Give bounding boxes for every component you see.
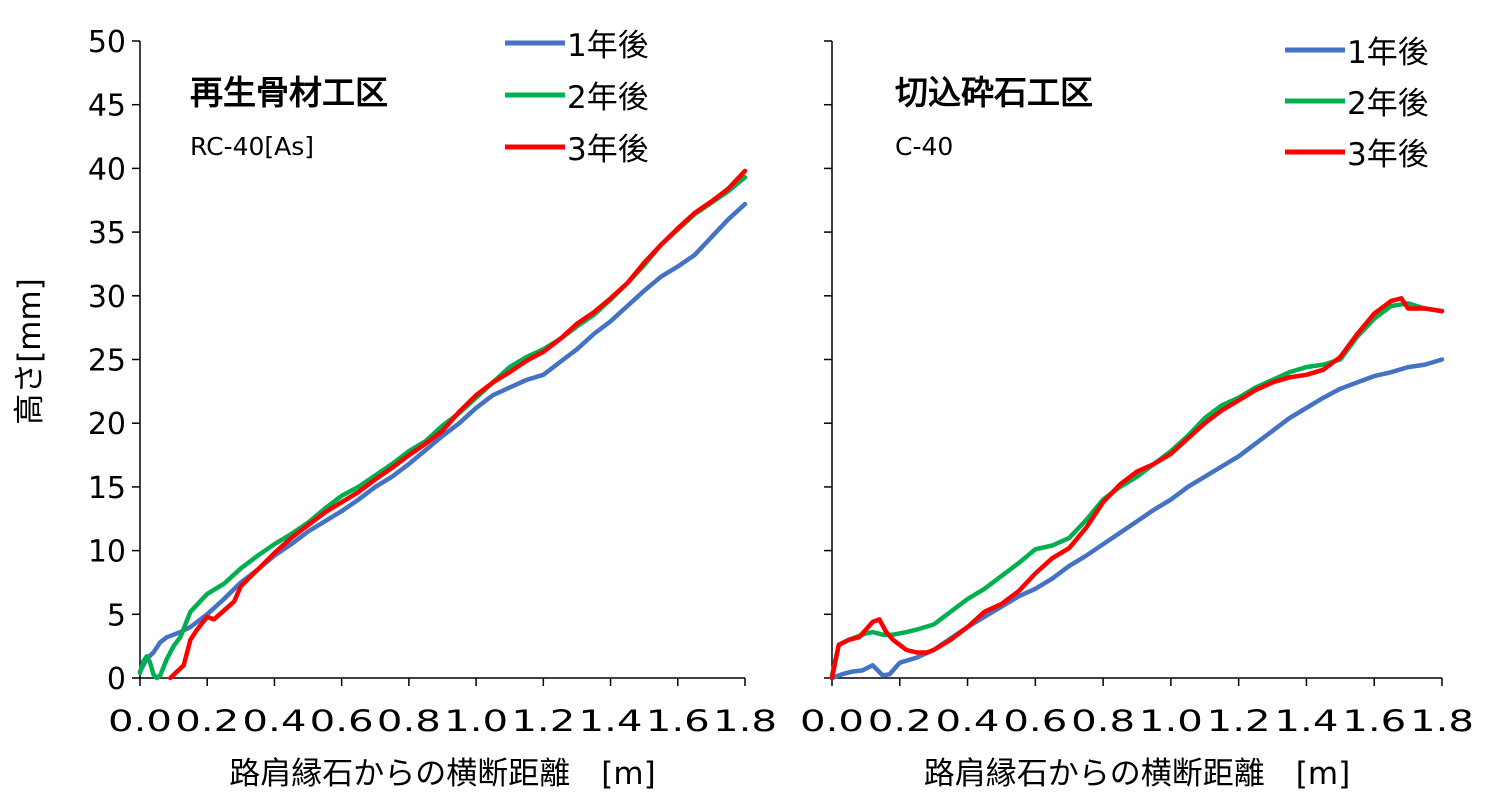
x-tick-label: 1.4 xyxy=(1274,704,1338,738)
material-label: RC-40[As] xyxy=(190,132,314,161)
y-tick-label: 35 xyxy=(780,216,818,251)
y-tick-label: 20 xyxy=(780,407,818,442)
legend-label: 3年後 xyxy=(567,132,649,168)
x-axis-label: 路肩縁石からの横断距離 [m] xyxy=(924,756,1350,792)
x-tick-label: 1.0 xyxy=(1139,704,1203,738)
y-tick-label: 20 xyxy=(88,407,126,442)
y-tick-label: 0 xyxy=(107,662,126,697)
x-tick-label: 1.8 xyxy=(713,704,777,738)
y-tick-label: 50 xyxy=(88,25,126,60)
series-line-1 xyxy=(137,201,748,674)
legend-label: 2年後 xyxy=(1347,86,1429,122)
x-tick-label: 0.4 xyxy=(936,704,1000,738)
y-tick-label: 10 xyxy=(88,535,126,570)
x-tick-label: 1.0 xyxy=(444,704,508,738)
y-tick-label: 5 xyxy=(107,598,126,633)
y-tick-label: 15 xyxy=(780,471,818,506)
x-tick-label: 0.0 xyxy=(108,704,172,738)
x-tick-label: 1.8 xyxy=(1410,704,1474,738)
y-tick-label: 10 xyxy=(780,535,818,570)
x-axis-label: 路肩縁石からの横断距離 [m] xyxy=(229,756,655,792)
y-tick-label: 15 xyxy=(88,471,126,506)
x-tick-label: 1.2 xyxy=(511,704,575,738)
y-tick-label: 30 xyxy=(88,280,126,315)
x-tick-label: 0.6 xyxy=(310,704,374,738)
y-tick-label: 40 xyxy=(88,152,126,187)
y-tick-label: 25 xyxy=(780,344,818,379)
series-line-1 xyxy=(829,357,1445,681)
legend-label: 3年後 xyxy=(1347,137,1429,173)
legend-label: 2年後 xyxy=(567,80,649,116)
x-tick-label: 0.4 xyxy=(242,704,306,738)
y-tick-label: 25 xyxy=(88,344,126,379)
legend-label: 1年後 xyxy=(1347,35,1429,71)
x-tick-label: 1.2 xyxy=(1207,704,1271,738)
y-tick-label: 45 xyxy=(780,89,818,124)
x-tick-label: 0.8 xyxy=(1071,704,1135,738)
section-title: 再生骨材工区 xyxy=(190,73,388,112)
x-tick-label: 0.8 xyxy=(377,704,441,738)
y-tick-label: 50 xyxy=(780,25,818,60)
material-label: C-40 xyxy=(895,132,953,161)
x-tick-label: 1.6 xyxy=(646,704,710,738)
legend-label: 1年後 xyxy=(567,28,649,64)
x-tick-label: 1.6 xyxy=(1342,704,1406,738)
section-title: 切込砕石工区 xyxy=(895,73,1093,112)
series-line-2 xyxy=(829,301,1445,678)
series-line-3 xyxy=(829,296,1445,681)
y-axis-label: 高さ[mm] xyxy=(762,278,798,425)
y-axis-label: 高さ[mm] xyxy=(12,278,48,425)
y-tick-label: 35 xyxy=(88,216,126,251)
y-tick-label: 0 xyxy=(799,662,818,697)
y-tick-label: 5 xyxy=(799,598,818,633)
x-tick-label: 0.6 xyxy=(1003,704,1067,738)
x-tick-label: 0.2 xyxy=(175,704,239,738)
y-tick-label: 45 xyxy=(88,89,126,124)
series-line-3 xyxy=(168,168,748,681)
y-tick-label: 40 xyxy=(780,152,818,187)
x-tick-label: 0.2 xyxy=(868,704,932,738)
x-tick-label: 0.0 xyxy=(800,704,864,738)
y-tick-label: 30 xyxy=(780,280,818,315)
x-tick-label: 1.4 xyxy=(579,704,643,738)
